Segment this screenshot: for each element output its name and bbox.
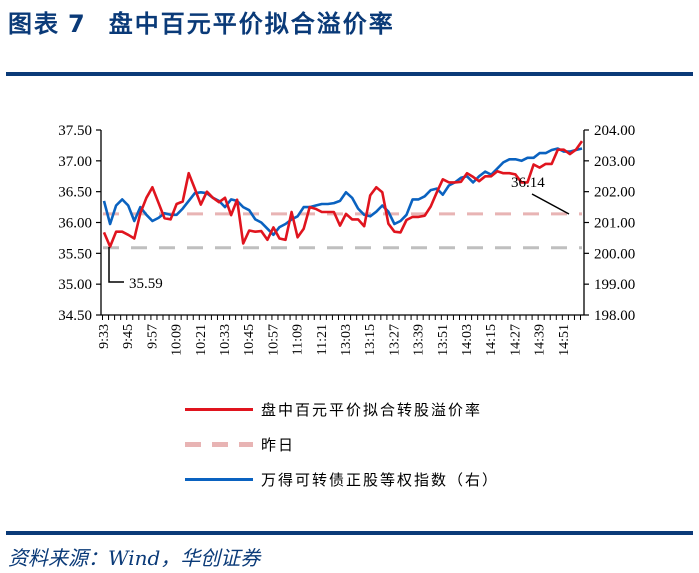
x-tick-label: 14:51 (557, 324, 572, 356)
legend-label: 万得可转债正股等权指数（右） (261, 471, 500, 489)
legend-item-yesterday: 昨日 (185, 427, 499, 462)
x-tick-label: 13:03 (339, 324, 354, 356)
chart-annotations: 35.59 36.14 (108, 175, 570, 292)
y-right-tick-label: 199.00 (594, 277, 635, 293)
x-tick-label: 13:15 (363, 324, 378, 356)
y-left-tick-label: 36.50 (58, 185, 92, 201)
figure-label: 图表 (8, 10, 60, 38)
footer-divider (6, 531, 693, 535)
low-callout-label: 35.59 (129, 276, 163, 292)
y-left-tick-label: 36.00 (58, 216, 92, 232)
figure-title-text: 盘中百元平价拟合溢价率 (108, 10, 395, 38)
y-right-tick-label: 200.00 (594, 246, 635, 262)
y-left-tick-label: 35.50 (58, 246, 92, 262)
source-note: 资料来源：Wind，华创证券 (8, 546, 261, 570)
yesterday-callout-leader (531, 193, 570, 215)
figure-title: 图表 7 盘中百元平价拟合溢价率 (8, 4, 395, 39)
title-divider (6, 72, 693, 76)
x-tick-label: 14:27 (508, 324, 523, 356)
x-tick-label: 11:09 (291, 324, 306, 355)
data-series (102, 140, 584, 248)
y-left-tick-label: 34.50 (58, 308, 92, 324)
legend-swatch-solid-red (185, 408, 253, 411)
index-series-line (102, 147, 583, 237)
line-chart: 37.50 204.00 37.00 203.00 36.50 202.00 36.00 20… (58, 123, 635, 356)
x-tick-label: 10:21 (194, 324, 209, 356)
y-left-tick-label: 37.00 (58, 154, 92, 170)
low-callout-leader (108, 247, 124, 283)
x-tick-label: 10:09 (170, 324, 185, 356)
reference-lines (103, 212, 582, 250)
chart-legend: 盘中百元平价拟合转股溢价率 昨日 万得可转债正股等权指数（右） (185, 392, 499, 497)
legend-swatch-dashed-pink (185, 442, 253, 447)
premium-series-line (102, 140, 584, 248)
x-tick-label: 13:27 (387, 324, 402, 356)
y-right-tick-label: 203.00 (594, 154, 635, 170)
x-tick-label: 10:57 (266, 324, 281, 356)
legend-label: 昨日 (261, 436, 296, 454)
y-right-tick-label: 204.00 (594, 123, 635, 139)
y-right-tick-label: 201.00 (594, 216, 635, 232)
yesterday-callout-label: 36.14 (511, 175, 545, 191)
x-tick-label: 10:45 (242, 324, 257, 356)
y-right-tick-label: 198.00 (594, 308, 635, 324)
y-left-tick-label: 37.50 (58, 123, 92, 139)
x-tick-label: 9:45 (121, 324, 136, 349)
x-tick-label: 14:15 (484, 324, 499, 356)
legend-item-index: 万得可转债正股等权指数（右） (185, 462, 499, 497)
y-right-tick-label: 202.00 (594, 185, 635, 201)
x-tick-label: 10:33 (218, 324, 233, 356)
x-tick-label: 13:39 (412, 324, 427, 356)
y-left-tick-label: 35.00 (58, 277, 92, 293)
chart-axes: 37.50 204.00 37.00 203.00 36.50 202.00 36.00 20… (58, 123, 635, 356)
legend-label: 盘中百元平价拟合转股溢价率 (261, 401, 483, 419)
figure-number: 7 (68, 10, 87, 38)
legend-swatch-solid-blue (185, 478, 253, 481)
x-tick-label: 11:21 (315, 324, 330, 355)
x-tick-label: 14:03 (460, 324, 475, 356)
x-tick-label: 14:39 (533, 324, 548, 356)
legend-item-premium: 盘中百元平价拟合转股溢价率 (185, 392, 499, 427)
x-tick-label: 9:57 (145, 324, 160, 349)
x-tick-label: 13:51 (436, 324, 451, 356)
x-tick-label: 9:33 (97, 324, 112, 349)
